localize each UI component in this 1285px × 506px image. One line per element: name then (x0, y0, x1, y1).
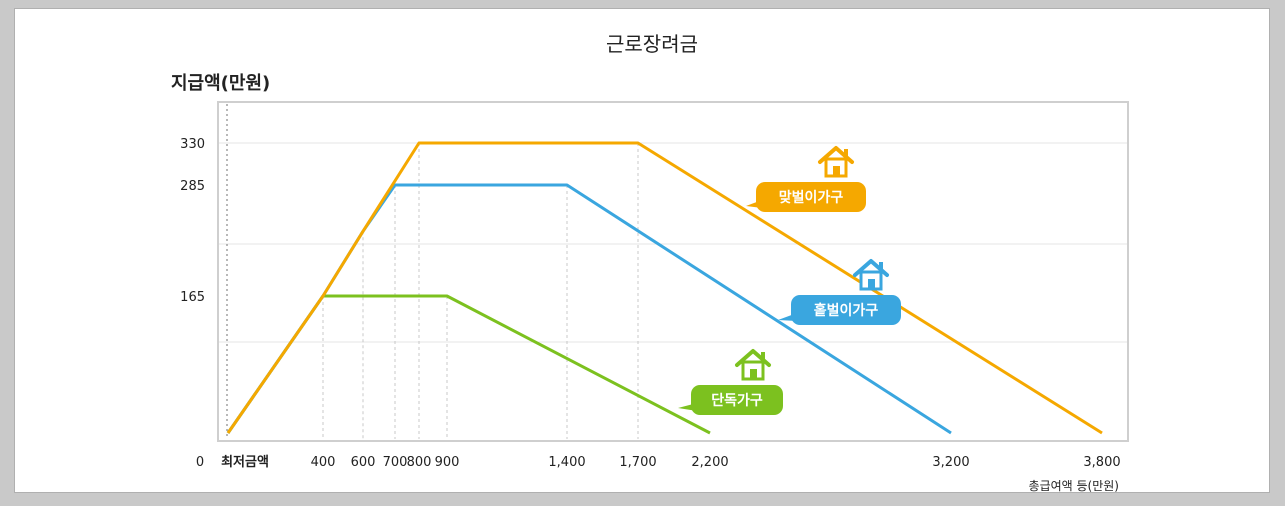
legend-label: 홑벌이가구 (814, 302, 879, 319)
x-tick-label-0: 0 (196, 455, 204, 470)
x-tick-label-800: 800 (407, 455, 432, 470)
x-tick-label-900: 900 (435, 455, 460, 470)
legend-item-단독가구: 단독가구 (678, 349, 783, 415)
y-axis-label: 지급액(만원) (171, 73, 270, 94)
series-layer (226, 141, 1103, 435)
legend-pill (691, 385, 783, 415)
legend-pill (756, 182, 866, 212)
x-tick-label-1-700: 1,700 (619, 455, 656, 470)
chart-title: 근로장려금 (606, 32, 698, 56)
series-line-맞벌이가구 (226, 141, 1103, 435)
x-tick-label-600: 600 (351, 455, 376, 470)
legend-item-맞벌이가구: 맞벌이가구 (746, 146, 866, 212)
legend-label: 단독가구 (711, 392, 763, 409)
legend-item-홑벌이가구: 홑벌이가구 (778, 259, 901, 325)
x-tick-label-최저금액: 최저금액 (221, 455, 269, 470)
x-tick-label-700: 700 (383, 455, 408, 470)
house-icon (735, 349, 771, 381)
legend-label: 맞벌이가구 (779, 189, 844, 206)
x-tick-label-400: 400 (311, 455, 336, 470)
y-tick-label-285: 285 (180, 179, 205, 194)
x-tick-label-3-200: 3,200 (932, 455, 969, 470)
x-tick-label-3-800: 3,800 (1083, 455, 1120, 470)
house-icon (853, 259, 889, 291)
house-icon (818, 146, 854, 178)
plot-area (217, 101, 1129, 442)
y-tick-label-330: 330 (180, 137, 205, 152)
legend-pill (791, 295, 901, 325)
x-tick-label-2-200: 2,200 (691, 455, 728, 470)
tick-layer: 0 최저금액 400 600 700 800 900 1,400 1,700 2,200 3,200… (180, 137, 1120, 470)
x-tick-label-1-400: 1,400 (548, 455, 585, 470)
y-tick-label-165: 165 (180, 290, 205, 305)
x-axis-label: 총급여액 등(만원) (1029, 479, 1119, 492)
grid-layer (219, 104, 1127, 439)
